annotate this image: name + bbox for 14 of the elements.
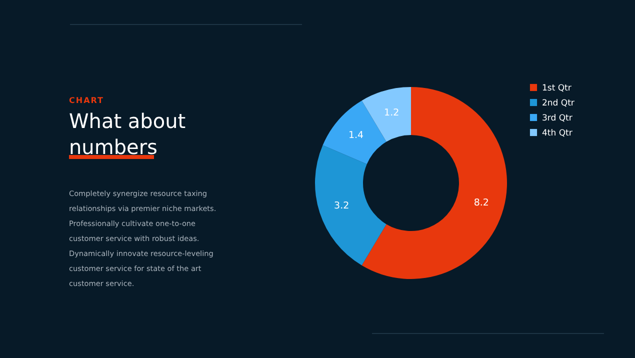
text: What about numbers xyxy=(69,108,187,160)
donut-slice xyxy=(315,145,386,266)
data-label: 1.4 xyxy=(348,130,364,141)
data-label: 8.2 xyxy=(474,197,489,208)
legend-label: 1st Qtr xyxy=(542,84,572,94)
donut-slice xyxy=(322,100,386,164)
legend-label: 4th Qtr xyxy=(542,128,573,138)
text: CHART xyxy=(69,96,104,105)
data-label: 1.2 xyxy=(384,108,400,119)
legend-label: 2nd Qtr xyxy=(542,98,575,108)
legend-label: 3rd Qtr xyxy=(542,114,573,124)
data-label: 3.2 xyxy=(334,200,350,212)
donut-slice xyxy=(362,87,507,279)
donut-slice xyxy=(362,87,411,142)
